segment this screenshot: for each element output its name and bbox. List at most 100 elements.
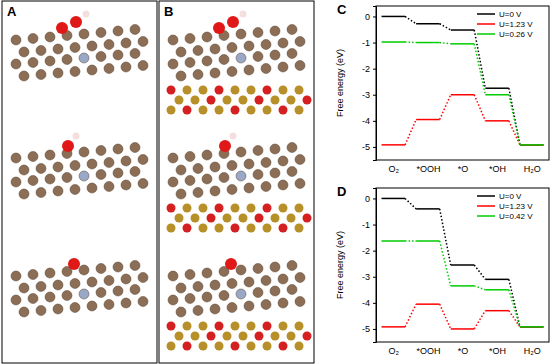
- x-tick: H₂O: [524, 342, 541, 356]
- y-tick-label: -1: [362, 38, 370, 48]
- y-axis-line: [373, 7, 377, 161]
- carbon-atom: [287, 285, 297, 295]
- carbon-atom: [28, 152, 38, 162]
- carbon-atom: [104, 158, 114, 168]
- carbon-atom: [11, 177, 21, 187]
- energy-level: [382, 41, 406, 43]
- energy-level: [451, 264, 475, 266]
- carbon-atom: [244, 41, 254, 51]
- legend-label: U=0 V: [499, 10, 522, 19]
- carbon-atom: [193, 188, 203, 198]
- connector: [405, 16, 416, 23]
- carbon-atom: [121, 156, 131, 166]
- substrate-atom: [183, 224, 192, 233]
- connector: [509, 121, 520, 145]
- series: [382, 16, 544, 144]
- y-tick: -3: [362, 90, 376, 100]
- carbon-atom: [176, 189, 186, 199]
- energy-level: [416, 23, 440, 25]
- carbon-atom: [168, 177, 178, 187]
- carbon-atom: [193, 164, 203, 174]
- energy-level: [416, 303, 440, 305]
- oxygen-atom: [68, 258, 80, 270]
- substrate-atom: [247, 204, 256, 213]
- panel-label: C: [337, 2, 347, 17]
- substrate-atom: [287, 214, 296, 223]
- y-tick: 0: [365, 194, 376, 204]
- carbon-atom: [113, 168, 123, 178]
- carbon-atom: [11, 295, 21, 305]
- y-axis-title: Free energy (eV): [335, 49, 345, 117]
- structure-sketch: [167, 258, 312, 351]
- carbon-atom: [130, 143, 140, 153]
- energy-level: [520, 326, 544, 328]
- plot-marks: [382, 198, 544, 329]
- connector: [440, 43, 451, 44]
- carbon-atom: [185, 294, 195, 304]
- substrate-atom: [255, 96, 264, 105]
- substrate-atom: [175, 96, 184, 105]
- energy-level: [451, 43, 475, 45]
- figure: AB-5-4-3-2-10O₂*OOH*O*OHH₂OFree energy (…: [0, 0, 554, 364]
- carbon-atom: [138, 273, 148, 283]
- substrate-atom: [231, 86, 240, 95]
- carbon-atom: [104, 40, 114, 50]
- oxygen-atom: [62, 140, 74, 152]
- substrate-atom: [231, 204, 240, 213]
- carbon-atom: [210, 304, 220, 314]
- carbon-atom: [53, 304, 63, 314]
- carbon-atom: [185, 34, 195, 44]
- energy-level: [485, 94, 509, 96]
- substrate-atom: [175, 214, 184, 223]
- connector: [440, 24, 451, 30]
- carbon-atom: [113, 50, 123, 60]
- carbon-atom: [193, 70, 203, 80]
- carbon-atom: [36, 46, 46, 56]
- energy-level: [451, 94, 475, 96]
- carbon-atom: [45, 268, 55, 278]
- y-tick: -1: [362, 38, 376, 48]
- substrate-atom: [199, 106, 208, 115]
- nitrogen-atom: [79, 53, 89, 63]
- connector: [509, 88, 520, 145]
- x-tick: O₂: [389, 160, 400, 174]
- y-tick-mark: [373, 121, 376, 122]
- substrate-atom: [287, 332, 296, 341]
- energy-level: [382, 326, 406, 328]
- carbon-atom: [130, 25, 140, 35]
- carbon-atom: [253, 146, 263, 156]
- x-tick-label: *O: [458, 346, 469, 356]
- carbon-atom: [130, 261, 140, 271]
- substrate-atom: [303, 332, 312, 341]
- substrate-atom: [247, 224, 256, 233]
- x-tick-label: H₂O: [524, 164, 541, 174]
- carbon-atom: [227, 67, 237, 77]
- substrate-atom: [191, 96, 200, 105]
- substrate-atom: [247, 86, 256, 95]
- carbon-atom: [28, 176, 38, 186]
- y-tick-label: -4: [362, 298, 370, 308]
- energy-level: [451, 285, 475, 287]
- carbon-atom: [202, 32, 212, 42]
- carbon-atom: [278, 62, 288, 72]
- legend-swatch: [477, 205, 495, 207]
- image-panel: A: [2, 1, 157, 363]
- substrate-atom: [175, 332, 184, 341]
- carbon-atom: [287, 25, 297, 35]
- carbon-atom: [278, 298, 288, 308]
- carbon-atom: [121, 298, 131, 308]
- carbon-atom: [295, 37, 305, 47]
- y-tick-label: -1: [362, 220, 370, 230]
- structure-sketch: [167, 11, 312, 115]
- carbon-atom: [278, 180, 288, 190]
- x-tick-label: *OH: [489, 346, 506, 356]
- carbon-atom: [253, 288, 263, 298]
- carbon-atom: [278, 38, 288, 48]
- carbon-atom: [236, 265, 246, 275]
- substrate-atom: [231, 224, 240, 233]
- series: [382, 198, 544, 326]
- carbon-atom: [79, 147, 89, 157]
- oxygen-atom: [219, 140, 231, 152]
- y-tick: -1: [362, 220, 376, 230]
- y-tick-label: -4: [362, 116, 370, 126]
